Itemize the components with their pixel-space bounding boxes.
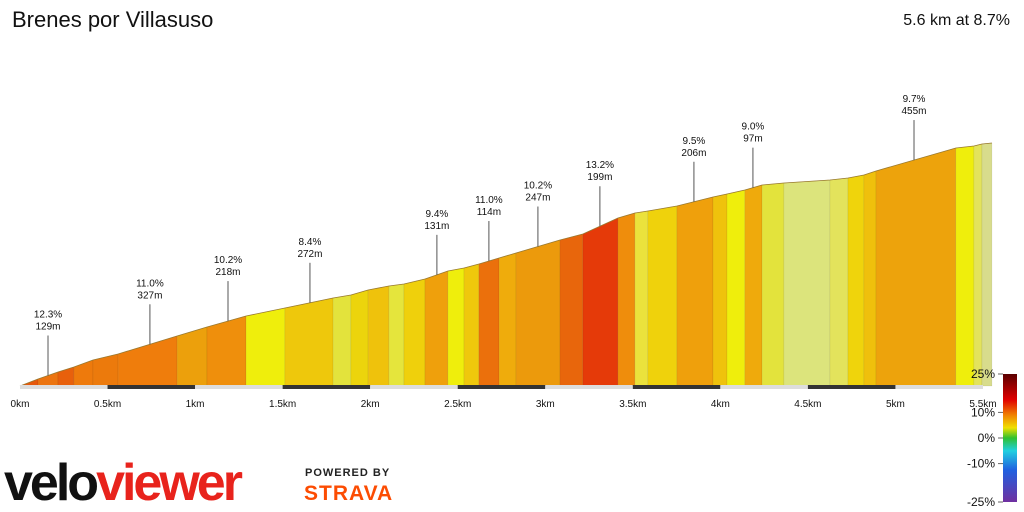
annotation-length: 97m [743, 134, 762, 145]
profile-segment [206, 315, 247, 387]
axis-band [282, 385, 371, 389]
annotation-grade: 9.7% [903, 94, 926, 105]
annotation-length: 129m [36, 322, 61, 333]
annotation-grade: 12.3% [34, 310, 62, 321]
x-tick-label: 5km [886, 399, 905, 410]
grade-tick-label: 10% [971, 405, 995, 419]
x-tick-label: 2.5km [444, 399, 471, 410]
x-tick-label: 1km [186, 399, 205, 410]
axis-band [20, 385, 108, 389]
profile-segment [478, 257, 500, 387]
title: Brenes por Villasuso [12, 7, 213, 32]
axis-band [107, 385, 196, 389]
axis-band [370, 385, 458, 389]
profile-segment [176, 326, 208, 387]
x-tick-label: 0.5km [94, 399, 121, 410]
annotation-length: 455m [902, 106, 927, 117]
profile-outline [19, 142, 992, 387]
profile-segment [955, 145, 975, 387]
annotation-length: 247m [525, 193, 550, 204]
annotation-grade: 10.2% [524, 181, 552, 192]
axis-band [457, 385, 546, 389]
profile-segment [981, 142, 993, 387]
annotation-length: 272m [297, 249, 322, 260]
annotation-grade: 11.0% [475, 195, 503, 206]
profile-segment [245, 307, 286, 387]
profile-segment [559, 233, 584, 387]
grade-tick-label: 0% [978, 431, 996, 445]
axis-band [632, 385, 721, 389]
profile-segment [783, 179, 831, 387]
annotation-grade: 13.2% [586, 160, 614, 171]
profile-segment [744, 184, 763, 387]
x-tick-label: 0km [11, 399, 30, 410]
profile-segment [973, 143, 983, 387]
profile-segment [424, 270, 449, 387]
profile-segment [350, 289, 369, 387]
summary: 5.6 km at 8.7% [903, 12, 1010, 29]
powered-by: POWERED BY [305, 467, 390, 479]
strava: STRAVA [304, 482, 393, 505]
profile-segment [367, 285, 390, 387]
annotation-length: 218m [216, 267, 241, 278]
profile-segment [634, 210, 649, 387]
profile-segment [875, 147, 957, 387]
axis-band [195, 385, 283, 389]
profile-segment [863, 170, 877, 387]
x-tick-label: 4km [711, 399, 730, 410]
grade-scale [1003, 374, 1017, 502]
annotation-length: 327m [137, 290, 162, 301]
profile-segment [284, 297, 334, 387]
annotation-length: 131m [424, 221, 449, 232]
annotation-grade: 9.0% [742, 122, 765, 133]
profile-segment [515, 239, 561, 387]
axis-band [720, 385, 808, 389]
annotation-grade: 8.4% [299, 237, 322, 248]
profile-segment [332, 294, 352, 387]
annotation-length: 206m [681, 148, 706, 159]
annotation-grade: 11.0% [136, 278, 164, 289]
axis-band [807, 385, 896, 389]
profile-segment [617, 212, 636, 387]
profile-segment [463, 263, 480, 387]
profile-segment [829, 177, 849, 387]
profile-segment [498, 252, 517, 387]
profile-segment [388, 283, 405, 387]
profile-segment [647, 205, 678, 387]
profile-segment [403, 278, 426, 387]
profile-segment [761, 182, 785, 387]
profile-segment [847, 174, 865, 387]
logo: veloviewer [4, 454, 243, 512]
grade-tick-label: -25% [967, 495, 995, 509]
x-tick-label: 1.5km [269, 399, 296, 410]
annotation-grade: 9.5% [683, 136, 706, 147]
profile-segment [676, 196, 714, 387]
profile-segment [117, 335, 178, 387]
x-tick-label: 3.5km [619, 399, 646, 410]
grade-tick-label: -10% [967, 457, 995, 471]
profile-segment [726, 189, 746, 387]
axis-band [895, 385, 983, 389]
annotation-length: 114m [477, 207, 501, 218]
x-tick-label: 3km [536, 399, 555, 410]
grade-tick-label: 25% [971, 367, 995, 381]
x-tick-label: 2km [361, 399, 380, 410]
annotation-grade: 10.2% [214, 255, 242, 266]
profile-segment [582, 217, 619, 387]
annotation-length: 199m [587, 172, 612, 183]
annotation-grade: 9.4% [425, 209, 448, 220]
profile-segment [447, 267, 465, 387]
x-tick-label: 4.5km [794, 399, 821, 410]
x-tick-label: 5.5km [969, 399, 996, 410]
profile-segment [712, 193, 728, 387]
axis-band [545, 385, 633, 389]
